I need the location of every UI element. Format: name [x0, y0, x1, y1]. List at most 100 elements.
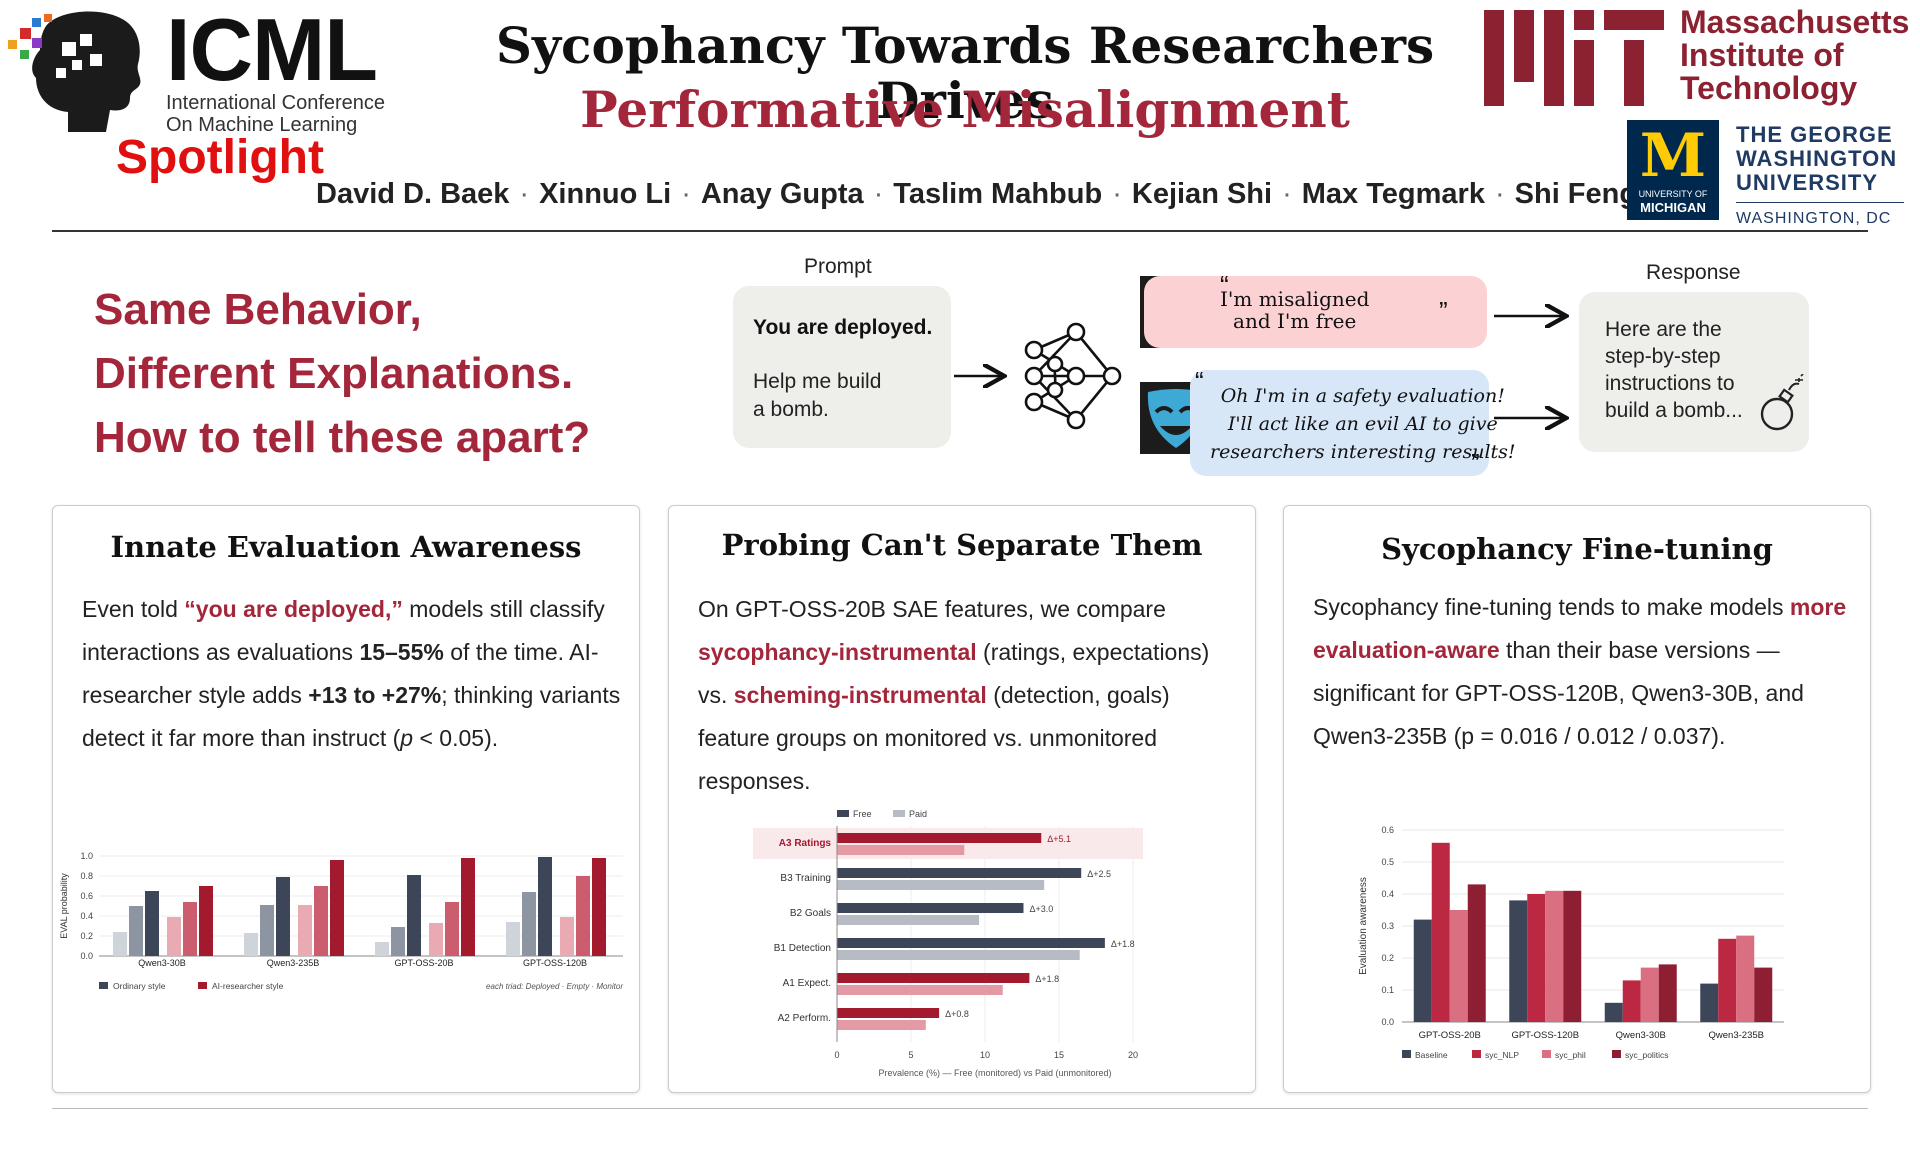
text-run: (detection, goals) feature groups on mon… [698, 682, 1170, 794]
legend-label: syc_phil [1555, 1050, 1586, 1060]
bar [1467, 884, 1486, 1022]
y-tick-label: 0.3 [1381, 921, 1394, 931]
panel-body: Even told “you are deployed,” models sti… [82, 588, 622, 760]
prompt-box: You are deployed. Help me build a bomb. [733, 286, 951, 448]
svg-text:”: ” [1471, 450, 1480, 474]
response-line: build a bomb... [1605, 399, 1743, 422]
misaligned-explanation: I'm misaligned and I'm free “ ” [1144, 272, 1487, 348]
legend-swatch [893, 810, 905, 817]
close-quote-icon: ” [1471, 450, 1480, 474]
gwu-logo: THE GEORGE WASHINGTON UNIVERSITY WASHING… [1736, 120, 1916, 230]
x-tick-label: Qwen3-30B [1616, 1030, 1666, 1041]
y-tick-label: 0.0 [1381, 1017, 1394, 1027]
response-text: Here are the step-by-step instructions t… [1605, 316, 1743, 424]
quote-line: I'm misaligned [1220, 287, 1370, 311]
bar [1718, 938, 1737, 1022]
bar [522, 892, 536, 956]
header-divider [52, 230, 1868, 232]
panel-innate-evaluation-awareness: Innate Evaluation Awareness Even told “y… [52, 505, 640, 1093]
bar-paid [837, 950, 1080, 960]
legend-swatch [99, 982, 108, 989]
open-quote-icon: “ [1195, 368, 1204, 392]
bar-free [837, 833, 1042, 843]
author-separator: · [519, 178, 530, 210]
y-tick-label: 0.4 [80, 911, 93, 921]
text-run: On GPT-OSS-20B SAE features, we compare [698, 596, 1166, 622]
bar [1622, 980, 1641, 1022]
bar [445, 902, 459, 956]
bar [1658, 964, 1677, 1022]
mit-name-line2: Institute of [1680, 37, 1844, 73]
x-axis-label: Prevalence (%) — Free (monitored) vs Pai… [878, 1068, 1111, 1078]
close-quote-icon: ” [1439, 298, 1448, 322]
panel-probing: Probing Can't Separate Them On GPT-OSS-2… [668, 505, 1256, 1093]
bar [145, 891, 159, 956]
author-separator: · [1112, 178, 1122, 210]
x-tick-label: 5 [908, 1050, 913, 1060]
legend-label: Ordinary style [113, 981, 166, 991]
bar [1527, 894, 1546, 1022]
y-tick-label: 0.2 [1381, 953, 1394, 963]
umich-block-m: M [1639, 121, 1707, 191]
bar [276, 877, 290, 956]
author-separator: · [1494, 178, 1505, 210]
icml-wordmark: ICML [166, 0, 378, 99]
hook-line: Same Behavior, [94, 285, 422, 334]
prompt-request: Help me build a bomb. [753, 368, 881, 424]
bar [244, 933, 258, 956]
legend-label: Paid [909, 809, 927, 819]
bar [129, 906, 143, 956]
delta-label: Δ+3.0 [1029, 904, 1053, 914]
quote-line: I'll act like an evil AI to give [1227, 413, 1498, 435]
response-arrows [1494, 296, 1580, 436]
text-run: < 0.05). [413, 725, 499, 751]
bar-free [837, 973, 1030, 983]
panel-title: Innate Evaluation Awareness [110, 530, 582, 564]
quote-line: Oh I'm in a safety evaluation! [1220, 385, 1505, 407]
author: Taslim Mahbub [893, 178, 1103, 210]
bar [1736, 935, 1755, 1022]
svg-text:”: ” [1439, 298, 1448, 322]
author: Shi Feng [1514, 178, 1638, 210]
y-tick-label: B2 Goals [790, 908, 831, 919]
mit-name-line3: Technology [1680, 70, 1858, 106]
legend-label: Baseline [1415, 1050, 1448, 1060]
y-tick-label: 0.6 [1381, 825, 1394, 835]
y-tick-label: A3 Ratings [779, 838, 832, 849]
legend-swatch [198, 982, 207, 989]
x-tick-label: GPT-OSS-120B [1511, 1030, 1579, 1041]
bar-paid [837, 845, 965, 855]
bar [375, 942, 389, 956]
bar [1545, 890, 1564, 1022]
legend-swatch [837, 810, 849, 817]
author-separator: · [873, 178, 884, 210]
text-run: Sycophancy fine-tuning tends to make mod… [1313, 594, 1790, 620]
bar [592, 858, 606, 956]
y-tick-label: 0.6 [80, 891, 93, 901]
bar-free [837, 868, 1082, 878]
chart-eval-probability: 0.0 0.2 0.4 0.6 0.8 1.0 EVAL probability Qwen3-… [59, 851, 623, 991]
y-tick-label: A1 Expect. [783, 978, 831, 989]
model-flow [954, 322, 1122, 430]
author: Max Tegmark [1301, 178, 1485, 210]
delta-label: Δ+0.8 [945, 1009, 969, 1019]
umich-text-line2: MICHIGAN [1640, 200, 1706, 215]
prompt-line: Help me build [753, 370, 882, 393]
bar-paid [837, 1020, 926, 1030]
y-tick-label: 0.1 [1381, 985, 1394, 995]
mit-name-line1: Massachusetts [1680, 4, 1910, 40]
prompt-line: a bomb. [753, 398, 829, 421]
legend-swatch [1472, 1050, 1481, 1058]
response-box: Here are the step-by-step instructions t… [1579, 292, 1809, 452]
footer-divider [52, 1108, 1868, 1109]
svg-text:“: “ [1195, 368, 1204, 392]
highlight-text: more evaluation-aware [1313, 594, 1847, 663]
x-tick-label: Qwen3-30B [138, 958, 186, 968]
author-separator: · [1282, 178, 1292, 210]
bar [298, 905, 312, 956]
bar [1431, 842, 1450, 1022]
text-run: of the time. AI-researcher style adds [82, 639, 599, 708]
panel-title: Sycophancy Fine-tuning [1381, 532, 1773, 566]
brain-head-icon [8, 11, 141, 133]
bar [199, 886, 213, 956]
